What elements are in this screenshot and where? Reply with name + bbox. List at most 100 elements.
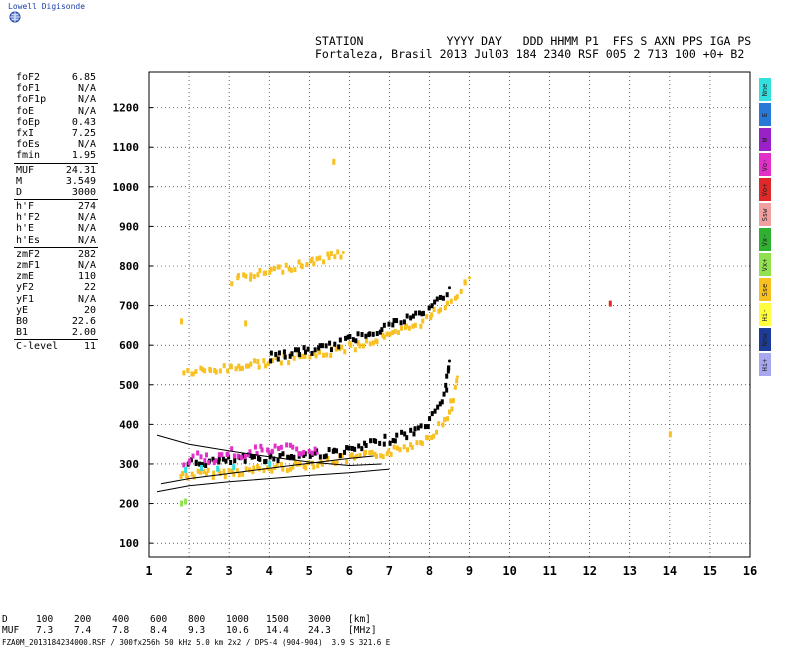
data-point: [396, 330, 400, 336]
profile-line-lower: [156, 468, 390, 493]
data-point: [337, 344, 341, 350]
data-point: [439, 307, 443, 313]
data-point: [283, 354, 287, 360]
data-point: [451, 398, 455, 404]
table-cell: 800: [188, 614, 206, 625]
data-point: [196, 450, 200, 456]
data-point: [214, 369, 218, 375]
data-point: [339, 254, 343, 260]
data-point: [273, 266, 277, 272]
param-name: yE: [16, 304, 29, 316]
y-tick-label: 100: [119, 537, 139, 550]
data-point: [333, 254, 337, 260]
data-point: [242, 272, 246, 278]
data-point: [179, 473, 183, 479]
trace-isolated: [180, 158, 672, 438]
param-name: h'F2: [16, 212, 41, 224]
data-point: [332, 158, 336, 165]
data-point: [269, 358, 273, 364]
param-value: 1.95: [71, 150, 96, 162]
data-point: [315, 256, 319, 262]
data-point: [425, 313, 429, 319]
data-point: [455, 294, 459, 300]
x-tick-label: 8: [426, 564, 433, 578]
param-name: C-level: [16, 341, 59, 353]
data-point: [248, 449, 252, 455]
data-point: [258, 456, 262, 462]
data-point: [218, 471, 222, 477]
param-name: yF2: [16, 282, 35, 294]
data-point: [385, 451, 389, 457]
x-tick-label: 16: [743, 564, 757, 578]
data-point: [270, 358, 274, 364]
data-point: [192, 474, 196, 480]
data-point: [405, 313, 409, 319]
data-point: [287, 266, 291, 272]
data-point: [322, 454, 326, 460]
data-point: [293, 347, 297, 353]
param-row: foF2 6.85: [16, 72, 96, 83]
y-tick-label: 400: [119, 418, 139, 431]
param-row: MUF 24.31: [16, 165, 96, 176]
legend-label: Ssw: [761, 208, 769, 221]
param-value: 0.43: [71, 116, 96, 128]
data-point: [413, 322, 417, 328]
x-tick-label: 10: [502, 564, 516, 578]
data-point: [409, 427, 413, 433]
data-point: [237, 472, 241, 478]
data-point: [305, 262, 309, 268]
data-point: [383, 433, 387, 439]
legend-item: Nnw: [759, 328, 771, 351]
data-point: [344, 335, 348, 341]
data-point: [402, 319, 406, 325]
data-point: [368, 341, 372, 347]
parameter-panel: foF2 6.85 foF1 N/A foF1p N/A foE N/A foEp 0.43 fxI…: [14, 72, 98, 353]
data-point: [419, 423, 423, 429]
data-point: [300, 353, 304, 359]
data-point: [275, 463, 279, 469]
data-point: [206, 467, 210, 473]
data-point: [247, 363, 251, 369]
data-point: [338, 337, 342, 343]
y-tick-label: 600: [119, 339, 139, 352]
data-point: [229, 459, 233, 465]
data-point: [360, 332, 364, 338]
data-point: [235, 468, 239, 474]
data-point: [382, 322, 386, 328]
data-point: [244, 320, 248, 327]
table-cell: 7.4: [74, 625, 92, 636]
data-point: [370, 449, 374, 455]
data-point: [258, 268, 262, 274]
trace-F-trace: [179, 375, 460, 481]
data-point: [322, 352, 326, 358]
data-point: [447, 365, 451, 371]
data-point: [353, 347, 357, 353]
x-tick-label: 14: [663, 564, 677, 578]
data-point: [400, 325, 404, 331]
data-point: [269, 452, 273, 458]
data-point: [216, 465, 220, 472]
data-point: [267, 449, 271, 455]
data-point: [291, 464, 295, 470]
data-point: [186, 367, 190, 373]
data-point: [277, 350, 281, 356]
y-tick-label: 1000: [113, 181, 140, 194]
data-point: [182, 462, 186, 468]
data-point: [285, 442, 289, 448]
data-point: [395, 432, 399, 438]
data-point: [211, 474, 215, 480]
legend-label: Vo-: [761, 158, 769, 171]
legend-label: W: [761, 137, 769, 142]
param-row: h'Es N/A: [16, 235, 96, 246]
data-point: [382, 334, 386, 340]
param-row: h'F2 N/A: [16, 212, 96, 223]
data-point: [318, 349, 322, 355]
profile-lines: [156, 434, 390, 493]
data-point: [432, 433, 436, 439]
data-point: [251, 469, 255, 475]
legend-item: Hi+: [759, 353, 771, 376]
data-point: [289, 466, 293, 472]
y-tick-label: 500: [119, 379, 139, 392]
data-point: [410, 444, 414, 450]
param-row: foEs N/A: [16, 139, 96, 150]
